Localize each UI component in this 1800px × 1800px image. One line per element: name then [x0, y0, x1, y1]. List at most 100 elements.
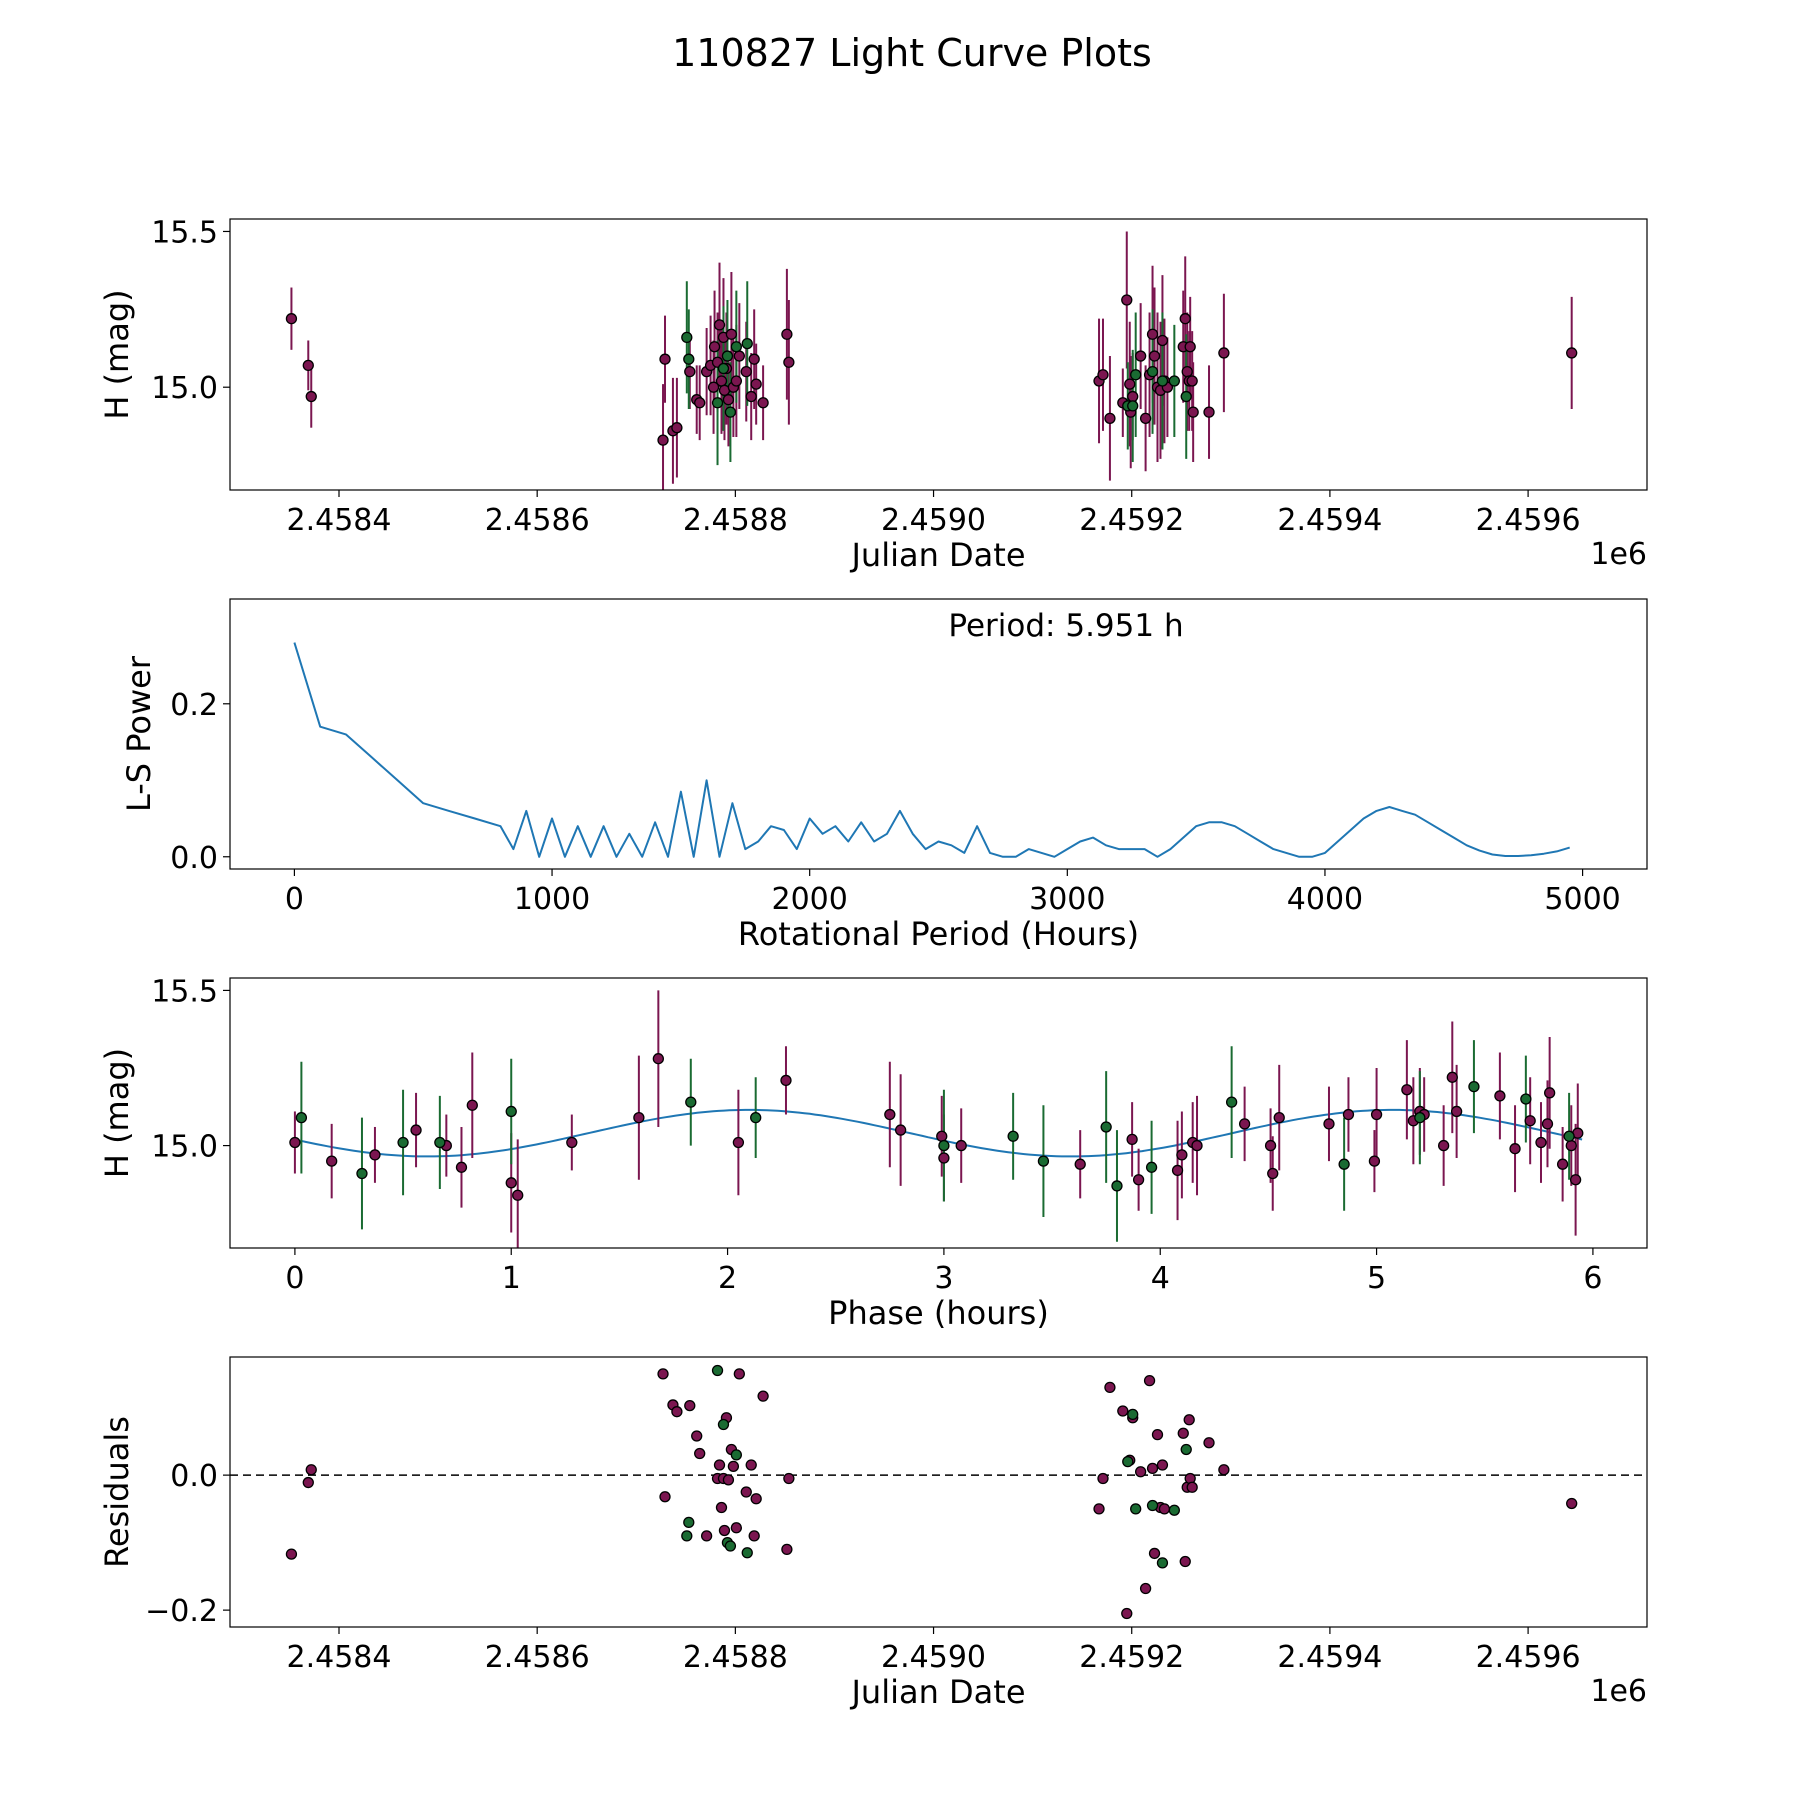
- purple-data-point: [633, 1112, 645, 1124]
- x-tick-label: 2.4592: [1079, 503, 1184, 538]
- green-data-point: [356, 1167, 368, 1180]
- purple-data-point: [657, 434, 669, 446]
- purple-data-point: [369, 1149, 381, 1161]
- y-tick-label: 0.2: [170, 688, 218, 723]
- x-axis-label: Julian Date: [849, 1673, 1025, 1711]
- purple-data-point: [1450, 1105, 1463, 1118]
- purple-data-point: [1121, 1607, 1133, 1620]
- green-data-point: [717, 1418, 730, 1431]
- purple-data-point: [1218, 347, 1230, 359]
- x-tick-label: 6: [1583, 1261, 1602, 1296]
- purple-data-point: [730, 375, 743, 387]
- purple-data-point: [1097, 369, 1109, 381]
- purple-data-point: [1179, 313, 1191, 325]
- purple-data-point: [512, 1189, 524, 1201]
- purple-data-point: [707, 381, 720, 393]
- green-data-point: [1037, 1155, 1050, 1167]
- purple-data-point: [305, 1464, 317, 1476]
- x-tick-label: 2.4588: [683, 1640, 788, 1675]
- green-data-point: [1100, 1121, 1112, 1133]
- x-tick-label: 0: [285, 1261, 304, 1296]
- purple-data-point: [718, 1524, 731, 1537]
- purple-data-point: [1323, 1118, 1335, 1130]
- purple-data-point: [1566, 1497, 1578, 1510]
- green-data-point: [1180, 1443, 1192, 1456]
- purple-data-point: [1509, 1143, 1521, 1155]
- purple-data-point: [1186, 375, 1198, 387]
- purple-data-point: [302, 1476, 314, 1489]
- purple-data-point: [1446, 1071, 1458, 1083]
- purple-data-point: [884, 1108, 896, 1121]
- y-tick-label: 0.0: [170, 841, 218, 876]
- purple-data-point: [748, 353, 760, 365]
- green-data-point: [938, 1139, 950, 1152]
- purple-data-point: [715, 1501, 728, 1514]
- purple-data-point: [302, 359, 314, 372]
- purple-data-point: [740, 365, 752, 378]
- purple-data-point: [708, 341, 721, 353]
- x-tick-label: 1: [502, 1261, 521, 1296]
- green-data-point: [1146, 1499, 1159, 1512]
- y-tick-label: 15.5: [151, 974, 218, 1009]
- purple-data-point: [713, 319, 726, 331]
- purple-data-point: [1158, 1503, 1171, 1515]
- x-tick-label: 2.4590: [881, 1640, 986, 1675]
- x-tick-label: 3000: [1029, 882, 1105, 917]
- purple-data-point: [732, 1136, 745, 1149]
- plot-area: [293, 642, 1570, 858]
- purple-data-point: [691, 1430, 703, 1442]
- y-tick-label: 0.0: [170, 1459, 218, 1494]
- purple-data-point: [659, 353, 671, 365]
- purple-data-point: [1524, 1115, 1536, 1127]
- green-data-point: [1338, 1158, 1350, 1170]
- purple-data-point: [1104, 412, 1116, 425]
- purple-data-point: [1148, 350, 1161, 362]
- x-tick-label: 0: [285, 882, 304, 917]
- purple-data-point: [1181, 365, 1193, 378]
- plot-area: [285, 231, 1578, 490]
- purple-data-point: [1134, 1466, 1147, 1478]
- green-data-point: [724, 1540, 737, 1552]
- x-tick-label: 2.4594: [1277, 503, 1382, 538]
- green-data-point: [683, 1516, 695, 1529]
- green-data-point: [1122, 1455, 1134, 1468]
- purple-data-point: [1203, 1437, 1215, 1449]
- green-data-point: [397, 1136, 409, 1149]
- purple-data-point: [1556, 1158, 1569, 1170]
- purple-data-point: [1139, 1582, 1152, 1595]
- plot-area: [289, 990, 1584, 1248]
- purple-data-point: [936, 1130, 948, 1142]
- green-data-point: [1225, 1096, 1238, 1108]
- axes-frame: [229, 977, 1648, 1249]
- purple-data-point: [1156, 1459, 1169, 1471]
- purple-data-point: [410, 1124, 422, 1136]
- purple-data-point: [748, 1530, 760, 1542]
- purple-data-point: [659, 1491, 671, 1503]
- panels: 2.4584 2.4586 2.4588 2.4590 2.4592 2.4594 2.45…: [98, 215, 1648, 1711]
- x-offset-label: 1e6: [1590, 537, 1647, 572]
- green-data-point: [711, 1364, 724, 1377]
- purple-data-point: [1566, 347, 1578, 359]
- green-data-point: [1520, 1093, 1532, 1105]
- green-data-point: [730, 1449, 743, 1461]
- panel-2: 0 1000 2000 3000 4000 5000 0.0 0.2 Rotational Pe…: [120, 598, 1648, 953]
- panel-3: 0 1 2 3 4 5 6 15.0 15.5 Phase (hours) H (mag): [98, 974, 1648, 1332]
- green-data-point: [741, 1547, 753, 1559]
- y-tick-label: −0.2: [145, 1594, 218, 1629]
- purple-data-point: [722, 394, 735, 406]
- green-data-point: [1127, 1408, 1139, 1421]
- period-annotation: Period: 5.951 h: [948, 608, 1183, 644]
- green-data-point: [1145, 1161, 1158, 1173]
- purple-data-point: [694, 397, 706, 409]
- y-axis-label: H (mag): [98, 1048, 136, 1178]
- purple-data-point: [1179, 1555, 1191, 1568]
- purple-data-point: [1267, 1167, 1279, 1180]
- purple-data-point: [750, 378, 762, 390]
- purple-data-point: [289, 1136, 301, 1149]
- green-data-point: [1414, 1112, 1426, 1124]
- purple-data-point: [1218, 1464, 1230, 1476]
- green-data-point: [1468, 1080, 1480, 1093]
- purple-data-point: [657, 1368, 669, 1380]
- green-data-point: [1007, 1130, 1019, 1142]
- purple-data-point: [750, 1493, 762, 1505]
